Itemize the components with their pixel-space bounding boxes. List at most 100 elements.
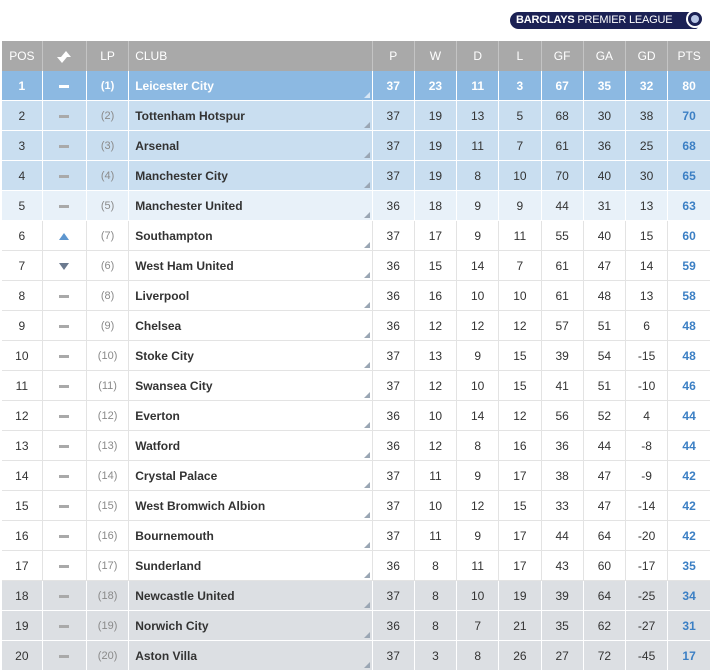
club-name-cell[interactable]: Swansea City <box>128 370 373 401</box>
col-header-pts[interactable]: PTS <box>667 41 710 71</box>
expand-corner-icon[interactable] <box>363 152 370 158</box>
club-name-cell[interactable]: Aston Villa <box>128 640 373 671</box>
table-row[interactable]: 8 (8) Liverpool 36 16 10 10 61 48 13 58 <box>2 280 710 311</box>
expand-corner-icon[interactable] <box>363 92 370 98</box>
expand-corner-icon[interactable] <box>363 182 370 188</box>
club-name[interactable]: Tottenham Hotspur <box>135 108 245 123</box>
expand-corner-icon[interactable] <box>363 632 370 638</box>
club-name-cell[interactable]: Stoke City <box>128 340 373 371</box>
expand-corner-icon[interactable] <box>363 392 370 398</box>
table-row[interactable]: 12 (12) Everton 36 10 14 12 56 52 4 44 <box>2 400 710 431</box>
club-name[interactable]: Manchester United <box>135 198 243 213</box>
club-name-cell[interactable]: Manchester United <box>128 190 373 221</box>
l-cell: 5 <box>498 100 542 131</box>
club-name[interactable]: Leicester City <box>135 78 214 93</box>
col-header-lp[interactable]: LP <box>86 41 130 71</box>
table-row[interactable]: 1 (1) Leicester City 37 23 11 3 67 35 32 80 <box>2 71 710 101</box>
expand-corner-icon[interactable] <box>363 242 370 248</box>
col-header-p[interactable]: P <box>372 41 415 71</box>
table-row[interactable]: 17 (17) Sunderland 36 8 11 17 43 60 -17 35 <box>2 550 710 581</box>
club-name[interactable]: Crystal Palace <box>135 468 218 483</box>
club-name-cell[interactable]: Norwich City <box>128 610 373 641</box>
club-name-cell[interactable]: Arsenal <box>128 130 373 161</box>
expand-corner-icon[interactable] <box>363 482 370 488</box>
club-name-cell[interactable]: Chelsea <box>128 310 373 341</box>
table-row[interactable]: 14 (14) Crystal Palace 37 11 9 17 38 47 -9 42 <box>2 460 710 491</box>
expand-corner-icon[interactable] <box>363 212 370 218</box>
expand-corner-icon[interactable] <box>363 302 370 308</box>
club-name-cell[interactable]: Newcastle United <box>128 580 373 611</box>
club-name[interactable]: West Bromwich Albion <box>135 498 266 513</box>
expand-corner-icon[interactable] <box>363 512 370 518</box>
club-name[interactable]: Manchester City <box>135 168 228 183</box>
expand-corner-icon[interactable] <box>363 362 370 368</box>
club-name-cell[interactable]: Tottenham Hotspur <box>128 100 373 131</box>
club-name-cell[interactable]: Liverpool <box>128 280 373 311</box>
table-row[interactable]: 5 (5) Manchester United 36 18 9 9 44 31 13 63 <box>2 190 710 221</box>
table-row[interactable]: 7 (6) West Ham United 36 15 14 7 61 47 14 59 <box>2 250 710 281</box>
expand-corner-icon[interactable] <box>363 602 370 608</box>
lp-cell: (10) <box>86 340 130 371</box>
table-row[interactable]: 10 (10) Stoke City 37 13 9 15 39 54 -15 48 <box>2 340 710 371</box>
club-name[interactable]: Liverpool <box>135 288 190 303</box>
club-name[interactable]: Sunderland <box>135 558 202 573</box>
expand-corner-icon[interactable] <box>363 422 370 428</box>
club-name[interactable]: Southampton <box>135 228 213 243</box>
club-name-cell[interactable]: Southampton <box>128 220 373 251</box>
table-row[interactable]: 9 (9) Chelsea 36 12 12 12 57 51 6 48 <box>2 310 710 341</box>
sort-arrows-icon <box>57 50 72 63</box>
club-name[interactable]: West Ham United <box>135 258 234 273</box>
club-name[interactable]: Norwich City <box>135 618 209 633</box>
col-header-club[interactable]: CLUB <box>128 41 373 71</box>
table-row[interactable]: 16 (16) Bournemouth 37 11 9 17 44 64 -20 42 <box>2 520 710 551</box>
table-row[interactable]: 13 (13) Watford 36 12 8 16 36 44 -8 44 <box>2 430 710 461</box>
club-name[interactable]: Watford <box>135 438 181 453</box>
w-cell: 12 <box>414 370 458 401</box>
club-name-cell[interactable]: West Bromwich Albion <box>128 490 373 521</box>
club-name-cell[interactable]: Manchester City <box>128 160 373 191</box>
expand-corner-icon[interactable] <box>363 332 370 338</box>
table-row[interactable]: 11 (11) Swansea City 37 12 10 15 41 51 -10 46 <box>2 370 710 401</box>
expand-corner-icon[interactable] <box>363 452 370 458</box>
expand-corner-icon[interactable] <box>363 572 370 578</box>
table-row[interactable]: 18 (18) Newcastle United 37 8 10 19 39 64 -25 34 <box>2 580 710 611</box>
expand-corner-icon[interactable] <box>363 272 370 278</box>
col-header-pos[interactable]: POS <box>2 41 43 71</box>
w-cell: 17 <box>414 220 458 251</box>
gd-cell: -27 <box>625 610 669 641</box>
club-name[interactable]: Newcastle United <box>135 588 235 603</box>
club-name[interactable]: Arsenal <box>135 138 180 153</box>
club-name-cell[interactable]: West Ham United <box>128 250 373 281</box>
club-name[interactable]: Aston Villa <box>135 648 197 663</box>
club-name-cell[interactable]: Sunderland <box>128 550 373 581</box>
table-row[interactable]: 4 (4) Manchester City 37 19 8 10 70 40 30 65 <box>2 160 710 191</box>
club-name[interactable]: Bournemouth <box>135 528 214 543</box>
col-header-d[interactable]: D <box>456 41 500 71</box>
club-name-cell[interactable]: Everton <box>128 400 373 431</box>
col-header-gf[interactable]: GF <box>541 41 584 71</box>
table-row[interactable]: 3 (3) Arsenal 37 19 11 7 61 36 25 68 <box>2 130 710 161</box>
club-name[interactable]: Stoke City <box>135 348 194 363</box>
gf-cell: 38 <box>541 460 584 491</box>
table-row[interactable]: 6 (7) Southampton 37 17 9 11 55 40 15 60 <box>2 220 710 251</box>
table-row[interactable]: 20 (20) Aston Villa 37 3 8 26 27 72 -45 17 <box>2 640 710 671</box>
col-header-gd[interactable]: GD <box>625 41 669 71</box>
expand-corner-icon[interactable] <box>363 542 370 548</box>
col-header-movement[interactable] <box>42 41 87 71</box>
club-name[interactable]: Swansea City <box>135 378 213 393</box>
expand-corner-icon[interactable] <box>363 122 370 128</box>
col-header-ga[interactable]: GA <box>583 41 626 71</box>
club-name-cell[interactable]: Watford <box>128 430 373 461</box>
club-name-cell[interactable]: Leicester City <box>128 71 373 101</box>
club-name-cell[interactable]: Bournemouth <box>128 520 373 551</box>
club-name-cell[interactable]: Crystal Palace <box>128 460 373 491</box>
club-name[interactable]: Everton <box>135 408 180 423</box>
table-row[interactable]: 2 (2) Tottenham Hotspur 37 19 13 5 68 30 38 70 <box>2 100 710 131</box>
table-row[interactable]: 15 (15) West Bromwich Albion 37 10 12 15 33 47 -1… <box>2 490 710 521</box>
pos-cell: 4 <box>2 160 43 191</box>
club-name[interactable]: Chelsea <box>135 318 182 333</box>
col-header-w[interactable]: W <box>414 41 458 71</box>
col-header-l[interactable]: L <box>498 41 542 71</box>
table-row[interactable]: 19 (19) Norwich City 36 8 7 21 35 62 -27 31 <box>2 610 710 641</box>
expand-corner-icon[interactable] <box>363 662 370 668</box>
